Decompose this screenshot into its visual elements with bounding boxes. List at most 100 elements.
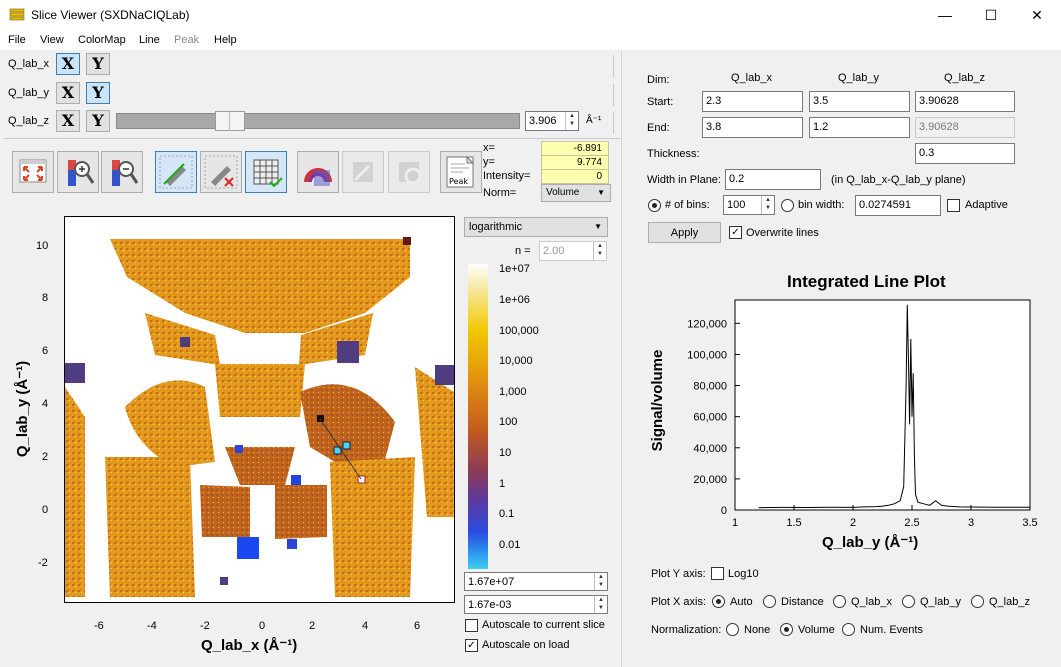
thickness-label: Thickness: [647,148,700,160]
norm-events-radio[interactable] [842,623,855,636]
dim-z-as-x-button[interactable]: X [56,110,80,132]
norm-label: Norm= [483,187,517,199]
plot-y-axis-label: Plot Y axis: [651,568,706,580]
slice-slider-track[interactable] [116,113,520,129]
coord-x-label: x= [483,142,495,154]
colorbar[interactable] [468,264,488,569]
bin-width-field[interactable]: 0.0274591 [855,195,941,216]
dim-x-as-x-button[interactable]: X [56,53,80,75]
minimize-button[interactable]: — [938,7,952,23]
peak-overlay-button[interactable]: Peak [440,151,482,193]
y-tick: 0 [42,504,49,516]
apply-button[interactable]: Apply [648,222,721,243]
plot-x-qlabz-radio[interactable] [971,595,984,608]
slice-value-spinbox[interactable]: 3.906 ▲ ▼ [525,111,579,131]
y-tick: -2 [38,557,48,569]
autoscale-current-checkbox[interactable] [465,619,478,632]
log10-checkbox[interactable] [711,567,724,580]
menu-view[interactable]: View [40,34,64,46]
menu-line[interactable]: Line [139,34,160,46]
line-plot-x-label: Q_lab_y (Å⁻¹) [822,534,919,551]
start-x-field[interactable]: 2.3 [702,91,803,112]
chevron-down-icon: ▼ [594,222,602,231]
spin-arrows-icon[interactable]: ▲ ▼ [761,196,774,214]
zoom-out-button[interactable] [101,151,143,193]
start-y-field[interactable]: 3.5 [809,91,910,112]
clear-line-button[interactable] [200,151,242,193]
bin-width-radio[interactable] [781,199,794,212]
slice-slider-handle[interactable] [215,111,245,131]
colormap-scale-combo[interactable]: logarithmic ▼ [464,217,608,237]
y-tick-label: 40,000 [693,443,727,455]
panel-splitter[interactable] [621,50,622,667]
autoscale-load-checkbox[interactable]: ✓ [465,639,478,652]
y-tick-label: 0 [721,505,727,517]
colorbar-tick: 1e+06 [499,294,530,306]
x-tick-label: 2.5 [904,517,919,529]
line-plot[interactable]: 1 1.5 2 2.5 3 3.5 0 20,000 40,000 60,000 80,000 100… [640,295,1040,557]
coord-x-value: -6.891 [541,141,609,156]
plot-x-auto-radio[interactable] [712,595,725,608]
slice-plot-area[interactable] [64,216,455,603]
rebin-button[interactable] [297,151,339,193]
num-bins-label: # of bins: [665,199,710,211]
intensity-value: 0 [541,169,609,184]
coord-y-value: 9.774 [541,155,609,170]
plot-x-distance-radio[interactable] [763,595,776,608]
end-y-field[interactable]: 1.2 [809,117,910,138]
y-tick-label: 120,000 [687,318,727,330]
thickness-field[interactable]: 0.3 [915,143,1015,164]
spin-arrows-icon[interactable]: ▲ ▼ [594,596,607,613]
plot-x-option-label: Q_lab_y [920,596,961,608]
y-tick: 2 [42,451,49,463]
y-tick: 10 [36,240,49,252]
close-button[interactable]: ✕ [1031,7,1043,23]
dim-y-as-y-button[interactable]: Y [86,82,110,104]
dim-header-y: Q_lab_y [838,72,879,84]
draw-line-icon [159,155,193,189]
colormap-max-spinbox[interactable]: 1.67e+07 ▲ ▼ [464,572,608,591]
x-tick-label: 3 [968,517,974,529]
menu-peak: Peak [174,34,200,46]
start-z-field[interactable]: 3.90628 [915,91,1015,112]
colorbar-tick: 1,000 [499,386,527,398]
num-bins-spinbox[interactable]: 100 ▲ ▼ [723,195,775,215]
norm-volume-radio[interactable] [780,623,793,636]
zoom-in-button[interactable] [57,151,99,193]
norm-none-radio[interactable] [726,623,739,636]
reset-zoom-icon [19,159,47,183]
colorbar-tick: 1e+07 [499,263,530,275]
reset-zoom-button[interactable] [12,151,54,193]
adaptive-label: Adaptive [965,199,1008,211]
snap-to-grid-button[interactable] [245,151,287,193]
svg-text:Peak: Peak [449,177,468,186]
adaptive-checkbox[interactable] [947,199,960,212]
x-tick-label: 1.5 [786,517,801,529]
maximize-button[interactable]: ☐ [984,7,998,23]
norm-option-label: Num. Events [860,624,923,636]
num-bins-radio[interactable] [648,199,661,212]
menu-bar: File View ColorMap Line Peak Help [0,31,1061,50]
menu-colormap[interactable]: ColorMap [78,34,126,46]
end-x-field[interactable]: 3.8 [702,117,803,138]
normalization-combo[interactable]: Volume ▼ [541,184,611,202]
autoscale-load-label: Autoscale on load [482,639,570,651]
dim-y-as-x-button[interactable]: X [56,82,80,104]
menu-help[interactable]: Help [214,34,237,46]
draw-line-button[interactable] [155,151,197,193]
plot-x-option-label: Distance [781,596,824,608]
menu-file[interactable]: File [8,34,26,46]
window-title: Slice Viewer (SXDNaCIQLab) [31,8,190,22]
slider-handle-grip [229,111,230,131]
plot-x-qlabx-radio[interactable] [833,595,846,608]
overwrite-lines-checkbox[interactable]: ✓ [729,226,742,239]
slice-value: 3.906 [529,115,557,127]
spin-arrows-icon[interactable]: ▲ ▼ [565,112,578,130]
dim-x-as-y-button[interactable]: Y [86,53,110,75]
colormap-min-spinbox[interactable]: 1.67e-03 ▲ ▼ [464,595,608,614]
plot-x-qlaby-radio[interactable] [902,595,915,608]
overwrite-lines-label: Overwrite lines [746,227,819,239]
dim-z-as-y-button[interactable]: Y [86,110,110,132]
spin-arrows-icon[interactable]: ▲ ▼ [594,573,607,590]
width-field[interactable]: 0.2 [725,169,821,190]
